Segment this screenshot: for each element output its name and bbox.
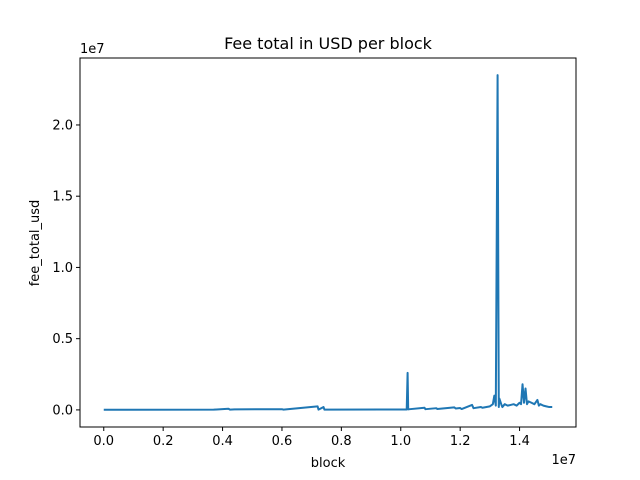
x-tick-label: 0.0 <box>93 434 114 449</box>
y-axis-label: fee_total_usd <box>28 200 43 287</box>
y-offset-label: 1e7 <box>80 42 105 57</box>
x-tick-label: 0.4 <box>212 434 233 449</box>
x-tick-label: 1.0 <box>390 434 411 449</box>
y-tick-label: 2.0 <box>52 118 73 133</box>
x-tick-label: 0.6 <box>272 434 293 449</box>
x-tick-label: 1.2 <box>450 434 471 449</box>
x-tick-label: 1.4 <box>509 434 530 449</box>
y-tick-label: 1.0 <box>52 261 73 276</box>
chart-title: Fee total in USD per block <box>224 34 433 53</box>
x-offset-label: 1e7 <box>551 453 576 468</box>
x-axis: 0.0 0.2 0.4 0.6 0.8 1.0 1.2 1.4 <box>93 427 530 449</box>
x-tick-label: 0.8 <box>331 434 352 449</box>
x-tick-label: 0.2 <box>153 434 174 449</box>
plot-frame <box>79 57 577 428</box>
y-axis: 0.0 0.5 1.0 1.5 2.0 <box>52 118 80 418</box>
y-tick-label: 0.0 <box>52 403 73 418</box>
x-axis-label: block <box>311 456 346 471</box>
series-layer <box>103 74 553 411</box>
y-tick-label: 1.5 <box>52 190 73 205</box>
series-line <box>103 74 553 411</box>
y-tick-label: 0.5 <box>52 332 73 347</box>
plot-background <box>80 58 576 427</box>
